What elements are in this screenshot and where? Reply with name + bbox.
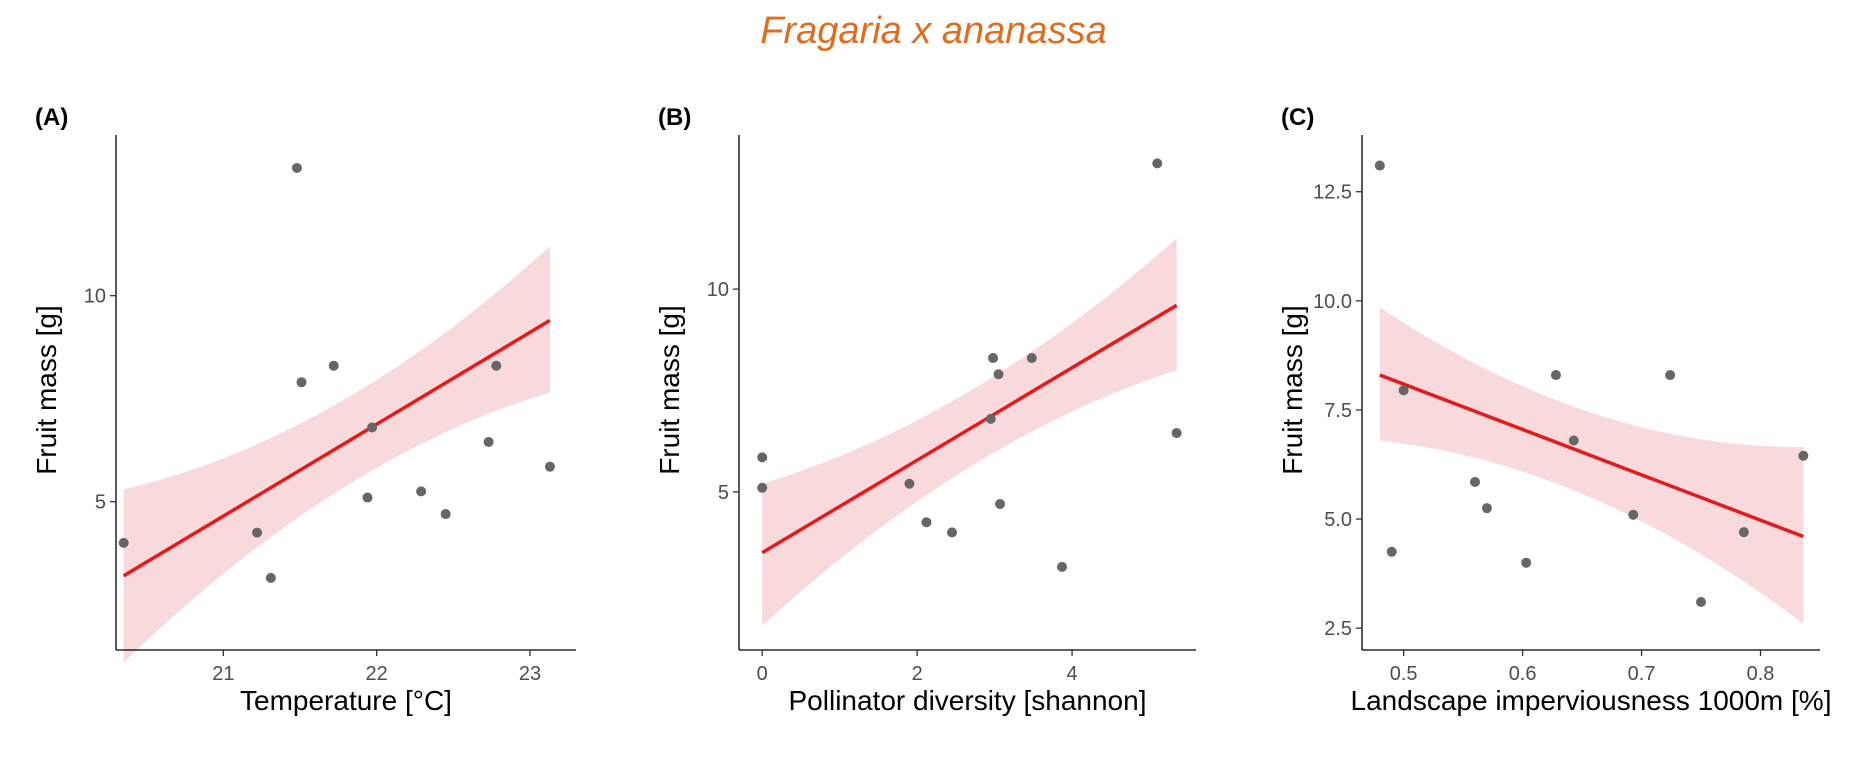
data-point (252, 527, 263, 538)
x-tick-label: 22 (366, 663, 388, 685)
data-point (1152, 158, 1163, 169)
data-point (1374, 160, 1385, 171)
x-axis-title: Temperature [°C] (240, 685, 452, 716)
data-point (291, 162, 302, 173)
data-point (757, 482, 768, 493)
confidence-band (762, 238, 1177, 626)
x-tick-label: 23 (519, 663, 541, 685)
data-point (328, 360, 339, 371)
data-point (1665, 370, 1676, 381)
data-point (416, 486, 427, 497)
data-point (1798, 450, 1809, 461)
data-point (1026, 353, 1037, 364)
panel-2: (B) 0 2 4 5 10 Pollinator diversity [shannon] F… (654, 104, 1196, 716)
data-point (1738, 527, 1749, 538)
data-point (993, 369, 1004, 380)
x-tick-label: 21 (212, 663, 234, 685)
y-tick-label: 10 (84, 286, 106, 308)
y-tick-label: 5 (718, 482, 729, 504)
data-point (1171, 428, 1182, 439)
x-tick-label: 0.5 (1390, 663, 1418, 685)
data-point (1696, 596, 1707, 607)
data-point (367, 422, 378, 433)
data-point (544, 461, 555, 472)
panel-3: (C) 0.5 0.6 0.7 0.8 2.5 5.0 7.5 10.0 12.5 Landscap… (1277, 104, 1831, 716)
y-axis-title: Fruit mass [g] (31, 305, 62, 475)
data-point (118, 537, 129, 548)
y-tick-label: 2.5 (1324, 618, 1352, 640)
data-point (1568, 435, 1579, 446)
data-point (1470, 476, 1481, 487)
x-tick-label: 0 (757, 663, 768, 685)
data-point (265, 572, 276, 583)
data-point (757, 452, 768, 463)
regression-line (122, 318, 551, 578)
data-point (1550, 370, 1561, 381)
panel-1: (A) 21 22 23 5 10 Temperature [°C] Fruit mass [… (31, 104, 576, 716)
y-axis-title: Fruit mass [g] (1277, 305, 1308, 475)
x-axis-title: Pollinator diversity [shannon] (789, 685, 1147, 716)
y-axis-title: Fruit mass [g] (654, 305, 685, 475)
confidence-band (1379, 307, 1804, 624)
data-point (921, 517, 932, 528)
panel-label: (A) (35, 104, 68, 131)
x-tick-label: 0.8 (1747, 663, 1775, 685)
x-tick-label: 4 (1067, 663, 1078, 685)
panel-label: (B) (658, 104, 691, 131)
data-point (296, 377, 307, 388)
data-point (362, 492, 373, 503)
data-point (995, 499, 1006, 510)
data-point (1398, 385, 1409, 396)
data-point (988, 353, 999, 364)
y-tick-label: 12.5 (1313, 182, 1352, 204)
data-point (491, 360, 502, 371)
chart-title: Fragaria x ananassa (760, 10, 1107, 52)
data-point (440, 509, 451, 520)
panel-label: (C) (1281, 104, 1314, 131)
data-point (947, 527, 958, 538)
x-axis-title: Landscape imperviousness 1000m [%] (1351, 685, 1832, 716)
y-tick-label: 10 (707, 279, 729, 301)
x-tick-label: 2 (912, 663, 923, 685)
data-point (985, 413, 996, 424)
data-point (1386, 546, 1397, 557)
confidence-band (123, 246, 550, 663)
regression-line (1379, 373, 1804, 539)
x-tick-label: 0.6 (1509, 663, 1537, 685)
data-point (1628, 509, 1639, 520)
data-point (1056, 561, 1067, 572)
y-tick-label: 5.0 (1324, 509, 1352, 531)
data-point (904, 478, 915, 489)
regression-line (761, 303, 1178, 555)
data-point (1521, 557, 1532, 568)
x-tick-label: 0.7 (1628, 663, 1656, 685)
data-point (1481, 503, 1492, 514)
y-tick-label: 7.5 (1324, 400, 1352, 422)
y-tick-label: 10.0 (1313, 291, 1352, 313)
y-tick-label: 5 (95, 492, 106, 514)
data-point (483, 436, 494, 447)
